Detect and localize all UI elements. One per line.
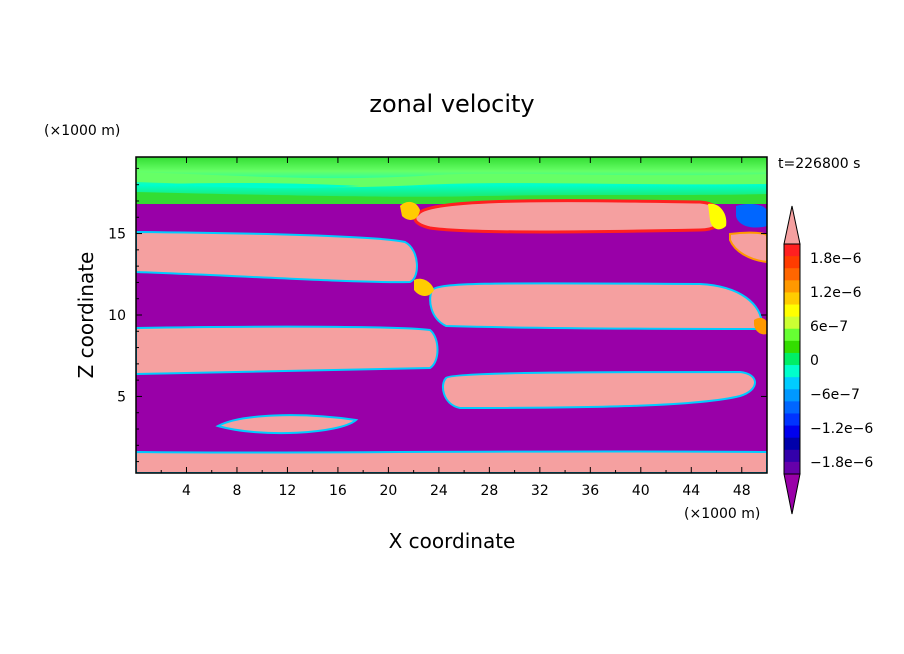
colorbar-swatch (784, 280, 800, 293)
chart-title: zonal velocity (369, 90, 534, 118)
colorbar-arrow-bottom (783, 473, 801, 515)
field-top-cyan-streak (160, 182, 360, 189)
colorbar-swatch (784, 461, 800, 475)
y-unit-label: (×1000 m) (44, 123, 120, 139)
plot-area (136, 157, 767, 473)
colorbar-labels: 1.8e−6 1.2e−6 6e−7 0 −6e−7 −1.2e−6 −1.8e−6 (810, 251, 873, 471)
field-positive-right-corner (729, 231, 767, 264)
x-tick-label: 40 (632, 483, 650, 499)
field-positive-band-3 (429, 282, 767, 331)
x-tick-label: 16 (329, 483, 347, 499)
x-tick-label: 24 (430, 483, 448, 499)
colorbar-arrow-top (783, 205, 801, 245)
colorbar-swatch (784, 340, 800, 354)
x-tick-label: 20 (379, 483, 397, 499)
colorbar-swatch (784, 304, 800, 318)
field-saddle-right (754, 317, 767, 335)
x-tick-label: 48 (733, 483, 751, 499)
x-tick-label: 28 (480, 483, 498, 499)
colorbar-label: 0 (810, 353, 819, 369)
colorbar-label: 1.2e−6 (810, 285, 862, 301)
colorbar-label: −1.8e−6 (810, 455, 873, 471)
colorbar-swatch (784, 401, 800, 414)
colorbar-swatch (784, 352, 800, 366)
colorbar-label: 6e−7 (810, 319, 848, 335)
field-positive-upper-lens (413, 199, 724, 234)
x-axis: 4 8 12 16 20 24 28 32 36 40 44 48 (160, 157, 751, 499)
field-transition-upper (400, 201, 420, 220)
x-unit-label: (×1000 m) (684, 506, 760, 522)
colorbar-swatch (784, 413, 800, 427)
colorbar-swatch (784, 377, 800, 390)
colorbar-swatch (784, 316, 800, 330)
colorbar-swatch (784, 268, 800, 281)
colorbar-swatch (784, 256, 800, 269)
colorbar-label: −1.2e−6 (810, 421, 873, 437)
x-tick-label: 8 (232, 483, 241, 499)
colorbar-swatch (784, 292, 800, 306)
x-tick-label: 12 (279, 483, 297, 499)
y-axis: 5 10 15 (108, 167, 767, 463)
field-positive-bottom-strip (136, 450, 767, 473)
x-tick-label: 36 (581, 483, 599, 499)
field-positive-band-2 (136, 230, 418, 284)
field-positive-band-4 (136, 325, 439, 376)
x-tick-label: 32 (531, 483, 549, 499)
time-label: t=226800 s (778, 156, 860, 172)
colorbar-swatch (784, 328, 800, 342)
colorbar-swatch (784, 244, 800, 257)
y-tick-label: 10 (108, 308, 126, 324)
colorbar-swatch (784, 365, 800, 378)
colorbar-label: −6e−7 (810, 387, 860, 403)
field-saddle-center (414, 278, 434, 296)
colorbar-swatch (784, 437, 800, 451)
x-axis-title: X coordinate (389, 529, 516, 553)
colorbar-label: 1.8e−6 (810, 251, 862, 267)
field-transition-right (708, 203, 727, 230)
field-positive-blob (215, 414, 359, 435)
field-positive-band-5 (442, 370, 756, 410)
y-tick-label: 15 (108, 227, 126, 243)
field-right-blue-cell (736, 204, 767, 228)
y-axis-title: Z coordinate (74, 252, 98, 379)
colorbar (783, 205, 801, 515)
x-tick-label: 44 (682, 483, 700, 499)
colorbar-swatch (784, 449, 800, 463)
colorbar-swatch (784, 389, 800, 402)
y-tick-label: 5 (117, 389, 126, 405)
colorbar-swatch (784, 425, 800, 439)
field-top-light-streak (136, 172, 767, 188)
x-tick-label: 4 (182, 483, 191, 499)
